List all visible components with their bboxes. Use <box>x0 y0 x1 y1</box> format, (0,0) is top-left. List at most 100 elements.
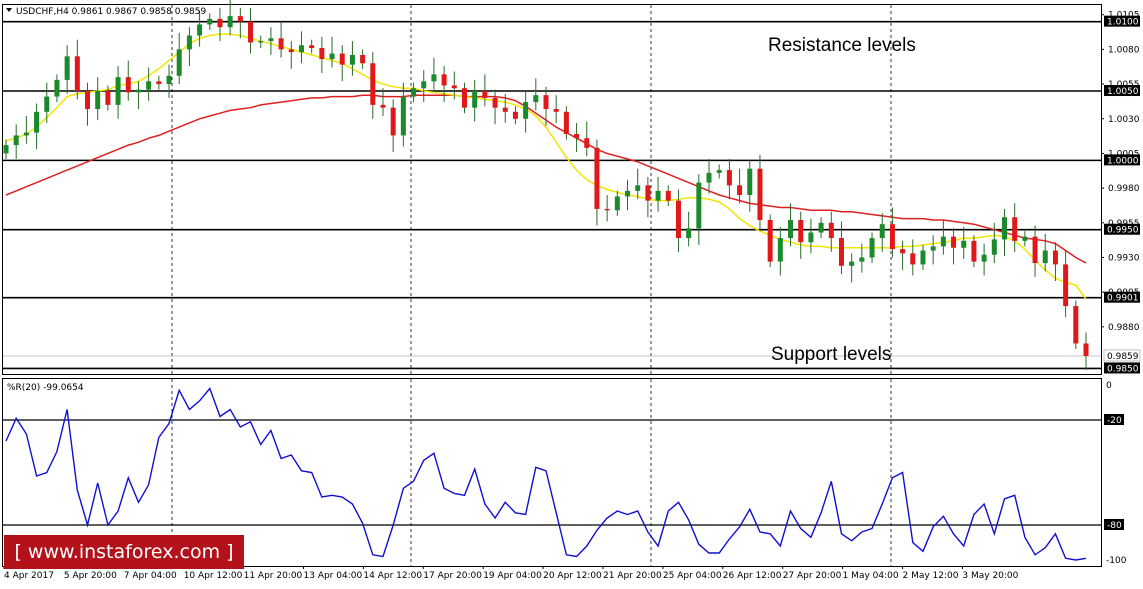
time-tick-label: 14 Apr 12:00 <box>363 571 422 581</box>
candle-body <box>971 240 977 262</box>
candle-body <box>502 107 508 112</box>
candle-body <box>584 138 590 148</box>
candle-body <box>400 96 406 136</box>
candle-body <box>1083 343 1089 356</box>
candle-body <box>1063 264 1069 307</box>
candle-body <box>788 220 794 239</box>
candle-body <box>716 170 722 173</box>
candle-body <box>645 185 651 201</box>
level-price-label: 1.0100 <box>1107 18 1139 28</box>
candle-body <box>380 104 386 108</box>
candle-body <box>675 200 681 239</box>
level-price-label: 1.0000 <box>1107 156 1139 166</box>
candle-body <box>961 240 967 248</box>
level-price-tag <box>1104 362 1140 374</box>
chart-menu-triangle-icon[interactable] <box>6 8 12 12</box>
candle-body <box>278 38 284 50</box>
price-tick-label: 0.9880 <box>1108 323 1140 333</box>
candle-body <box>981 254 987 262</box>
candle-body <box>248 21 254 43</box>
candle-body <box>574 134 580 139</box>
williams-r-line <box>5 387 1087 561</box>
candle-body <box>217 18 223 28</box>
time-tick-label: 2 May 12:00 <box>903 571 959 581</box>
indicator-level-tag <box>1104 414 1124 425</box>
candle-body <box>838 238 844 266</box>
time-tick-label: 1 May 04:00 <box>843 571 899 581</box>
resistance-annotation: Resistance levels <box>768 35 916 56</box>
candle-body <box>523 102 529 119</box>
candle-body <box>849 261 855 266</box>
price-panel-frame <box>2 4 1102 375</box>
candle-body <box>635 185 641 191</box>
level-price-label: 0.9950 <box>1107 226 1139 236</box>
time-tick-label: 19 Apr 04:00 <box>483 571 542 581</box>
level-price-tag <box>1104 85 1140 97</box>
candle-body <box>798 220 804 243</box>
time-tick-label: 27 Apr 20:00 <box>783 571 842 581</box>
candle-body <box>686 228 692 239</box>
candle-body <box>594 147 600 209</box>
level-price-label: 1.0050 <box>1107 87 1139 97</box>
level-price-tag <box>1104 223 1140 235</box>
candle-body <box>3 145 9 154</box>
level-price-tag <box>1104 291 1140 303</box>
candle-body <box>991 239 997 255</box>
candle-body <box>85 91 91 110</box>
candle-body <box>1022 236 1028 241</box>
candle-body <box>512 111 518 119</box>
candle-body <box>451 85 457 89</box>
candle-body <box>421 81 427 89</box>
candle-body <box>258 41 264 43</box>
candle-body <box>665 190 671 201</box>
candle-body <box>125 77 131 93</box>
candle-body <box>655 190 661 201</box>
candle-body <box>268 38 274 42</box>
candle-body <box>930 246 936 251</box>
candle-body <box>604 208 610 211</box>
candle-body <box>625 190 631 197</box>
candle-body <box>237 16 243 22</box>
watermark: [ www.instaforex.com ] <box>4 535 244 569</box>
time-tick-label: 10 Apr 12:00 <box>184 571 243 581</box>
indicator-header: %R(20) -99.0654 <box>7 383 84 393</box>
price-tick-label: 0.9930 <box>1108 253 1140 263</box>
candle-body <box>492 97 498 108</box>
time-tick-label: 26 Apr 12:00 <box>723 571 782 581</box>
indicator-panel-frame <box>2 378 1102 567</box>
candle-body <box>818 222 824 233</box>
candle-body <box>533 95 539 103</box>
candle-body <box>44 96 50 112</box>
price-tick-label: 0.9980 <box>1108 184 1140 194</box>
candle-body <box>563 111 569 135</box>
candle-body <box>472 91 478 108</box>
level-price-tag <box>1104 15 1140 27</box>
candle-body <box>543 95 549 110</box>
candle-body <box>135 89 141 93</box>
candle-body <box>309 45 315 49</box>
time-tick-label: 11 Apr 20:00 <box>244 571 303 581</box>
candle-body <box>360 54 366 64</box>
candle-body <box>1012 217 1018 241</box>
candle-body <box>156 81 162 85</box>
candle-body <box>64 56 70 80</box>
candle-body <box>34 111 40 133</box>
time-tick-label: 7 Apr 04:00 <box>124 571 177 581</box>
candle-body <box>940 236 946 247</box>
candle-body <box>879 224 885 239</box>
candle-body <box>186 35 192 50</box>
candle-body <box>910 253 916 265</box>
candle-body <box>13 135 19 146</box>
candle-body <box>726 170 732 186</box>
level-price-label: 0.9850 <box>1107 364 1139 374</box>
candle-body <box>828 222 834 239</box>
candle-body <box>329 53 335 60</box>
candle-body <box>777 238 783 262</box>
candle-body <box>227 16 233 28</box>
candle-body <box>298 45 304 53</box>
candle-body <box>431 74 437 82</box>
level-price-tag <box>1104 154 1140 166</box>
indicator-tick-label: -20 <box>1107 416 1122 426</box>
price-tick-label: 1.0030 <box>1108 115 1140 125</box>
candle-body <box>288 49 294 53</box>
